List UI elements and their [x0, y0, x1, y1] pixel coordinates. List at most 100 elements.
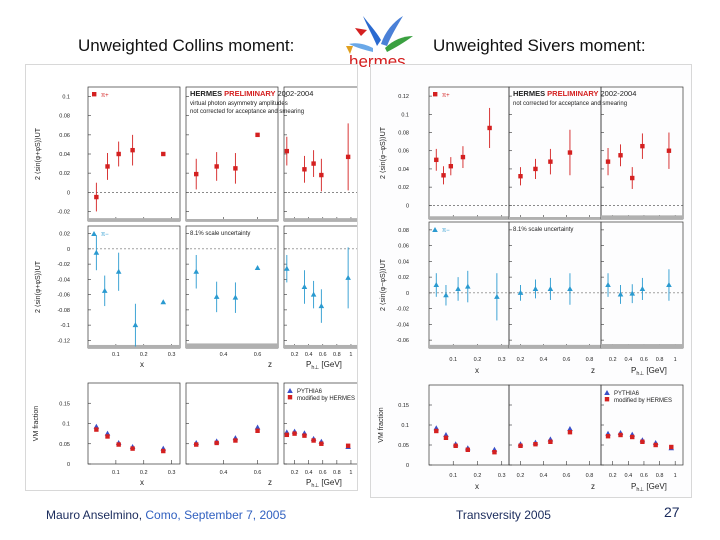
data-point-pi-plus — [605, 159, 611, 164]
data-point-pi-minus — [101, 287, 108, 293]
plot-frame — [185, 225, 279, 349]
vm-point-pi-plus — [434, 428, 439, 434]
footer-author: Mauro Anselmino, Como, September 7, 2005 — [46, 508, 286, 522]
data-point-pi-plus — [434, 157, 439, 163]
x-axis-label-x: x — [140, 478, 144, 487]
systematic-band — [186, 219, 278, 221]
data-point-pi-minus — [301, 284, 308, 289]
vm-point-pi-plus — [194, 442, 199, 447]
y-tick-label: 0.08 — [59, 114, 70, 120]
legend-marker-pi-plus — [92, 92, 97, 97]
systematic-band — [509, 344, 601, 348]
x-tick-label: 0.1 — [449, 357, 457, 363]
data-point-pi-plus — [666, 148, 672, 153]
y-tick-label: 0.06 — [398, 244, 409, 250]
y-tick-label: -0.02 — [57, 262, 70, 268]
y-tick-label: 0.12 — [398, 94, 409, 100]
y-tick-label: 0.04 — [398, 167, 409, 173]
x-tick-label: 1 — [349, 352, 352, 358]
y-tick-label: -0.02 — [396, 307, 409, 313]
y-tick-label: 0.06 — [59, 133, 70, 139]
data-point-pi-minus — [132, 322, 139, 328]
plot-frame — [508, 384, 602, 466]
data-point-pi-minus — [547, 285, 554, 291]
data-point-pi-minus — [254, 264, 261, 270]
x-axis-label-z: z — [591, 366, 595, 375]
vm-legend-marker-pi-minus — [287, 388, 293, 393]
vm-point-pi-plus — [669, 444, 674, 450]
x-tick-label: 0.4 — [540, 473, 548, 479]
vm-point-pi-minus — [254, 424, 261, 430]
data-point-pi-plus — [533, 166, 538, 172]
y-tick-label: 0.08 — [398, 228, 409, 234]
data-point-pi-plus — [487, 125, 492, 131]
data-point-pi-plus — [194, 171, 199, 177]
data-point-pi-plus — [567, 150, 573, 155]
data-point-pi-plus — [94, 194, 99, 200]
plot-frame — [283, 86, 357, 222]
x-axis-label-pt-sub: h⊥ — [636, 486, 644, 493]
x-tick-label: 0.1 — [112, 352, 120, 358]
vm-point-pi-plus — [640, 439, 645, 444]
x-tick-label: 0.3 — [498, 473, 506, 479]
x-tick-label: 0.4 — [540, 357, 548, 363]
vm-point-pi-plus — [319, 441, 324, 446]
data-point-pi-plus — [311, 161, 316, 166]
plot-frame — [508, 221, 602, 349]
data-point-pi-minus — [115, 268, 122, 274]
plot-frame — [283, 225, 357, 349]
y-tick-label: 0 — [406, 291, 409, 297]
chart-header: HERMES PRELIMINARY 2002-2004 — [513, 89, 636, 98]
collins-figure: 0.1 0.08 0.06 0.04 0.02 0 -0.02 2 ⟨sin(φ+φS)⟩UT… — [25, 64, 358, 491]
vm-point-pi-plus — [161, 448, 166, 454]
x-axis-label-pt-sub: h⊥ — [636, 370, 644, 377]
logo-wing-light — [349, 43, 373, 52]
sivers-chart: 0.12 0.1 0.08 0.06 0.04 0.02 0 2 ⟨sin(φ−φS)⟩UT π… — [378, 86, 684, 493]
data-point-pi-minus — [213, 293, 220, 299]
x-axis-label-pt-unit: [GeV] — [644, 482, 667, 491]
y-tick-label: 0.04 — [59, 152, 70, 158]
y-tick-label: -0.08 — [57, 308, 70, 314]
vm-point-pi-plus — [116, 442, 121, 447]
data-point-pi-plus — [441, 173, 446, 178]
footer-place-date: Como, September 7, 2005 — [145, 508, 287, 522]
vm-point-pi-plus — [345, 443, 351, 448]
vm-legend-marker-pi-plus — [287, 395, 293, 400]
x-axis-label-z: z — [268, 478, 272, 487]
data-point-pi-minus — [93, 249, 100, 255]
x-tick-label: 0.8 — [586, 357, 594, 363]
x-tick-label: 0.6 — [319, 352, 327, 358]
data-point-pi-minus — [639, 285, 646, 291]
y-tick-label: -0.06 — [396, 338, 409, 344]
data-point-pi-plus — [548, 159, 553, 164]
data-point-pi-minus — [318, 303, 325, 309]
preliminary-tag: PRELIMINARY — [224, 89, 277, 98]
vm-point-pi-plus — [465, 447, 470, 452]
vm-point-pi-plus — [94, 427, 99, 432]
plot-frame — [185, 86, 279, 222]
vm-point-pi-plus — [605, 434, 611, 439]
x-tick-label: 1 — [349, 470, 352, 476]
systematic-band — [429, 344, 509, 348]
data-point-pi-minus — [160, 299, 167, 305]
vm-point-pi-plus — [492, 450, 497, 455]
x-tick-label: 0.6 — [640, 473, 648, 479]
data-point-pi-minus — [232, 294, 239, 300]
data-point-pi-minus — [443, 292, 449, 298]
vm-legend-label-1: PYTHIA6 — [614, 391, 640, 397]
y-tick-label: -0.04 — [396, 322, 409, 328]
vm-legend-label-2: modified by HERMES — [297, 396, 355, 402]
vm-point-pi-plus — [567, 430, 573, 435]
x-axis-label-pt-unit: [GeV] — [644, 366, 667, 375]
y-axis-label: VM fraction — [378, 407, 385, 443]
data-point-pi-plus — [255, 132, 260, 138]
vm-point-pi-plus — [255, 428, 260, 433]
y-tick-label: 0 — [406, 463, 409, 469]
y-tick-label: -0.12 — [57, 338, 70, 344]
x-tick-label: 0.2 — [140, 470, 148, 476]
x-tick-label: 0.8 — [656, 473, 664, 479]
legend-marker-pi-minus — [91, 231, 97, 236]
vm-point-pi-plus — [630, 434, 635, 440]
x-tick-label: 0.2 — [517, 357, 525, 363]
y-axis-label: 2 ⟨sin(φ−φS)⟩UT — [379, 258, 387, 311]
